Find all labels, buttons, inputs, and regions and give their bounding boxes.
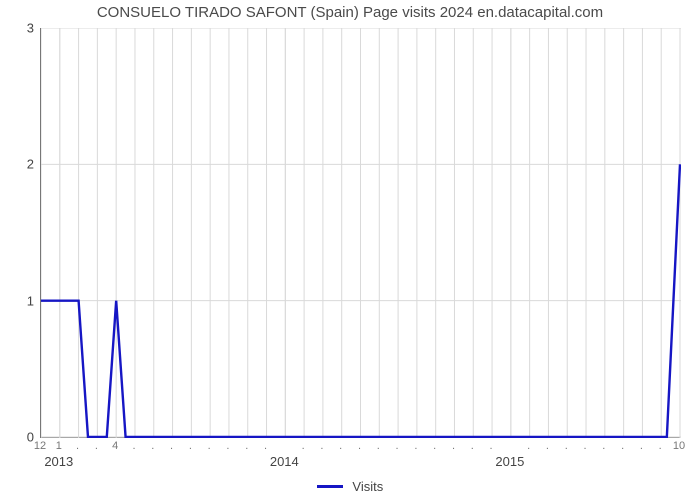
x-tick-minor-dot: . [151, 440, 154, 452]
x-tick-minor-dot: . [189, 440, 192, 452]
x-tick-minor-dot: . [320, 440, 323, 452]
x-tick-minor-dot: . [245, 440, 248, 452]
x-tick-minor-dot: . [76, 440, 79, 452]
x-tick-minor-dot: . [527, 440, 530, 452]
x-tick-minor-label: 4 [112, 440, 118, 452]
x-tick-minor-dot: . [471, 440, 474, 452]
legend-label: Visits [352, 479, 383, 494]
x-tick-minor-dot: . [226, 440, 229, 452]
x-tick-minor-dot: . [339, 440, 342, 452]
legend: Visits [0, 478, 700, 494]
x-tick-minor-dot: . [583, 440, 586, 452]
y-tick-label: 1 [27, 293, 34, 308]
x-tick-minor-dot: . [264, 440, 267, 452]
x-tick-minor-dot: . [358, 440, 361, 452]
x-tick-minor-dot: . [602, 440, 605, 452]
x-tick-minor-dot: . [621, 440, 624, 452]
x-tick-minor-dot: . [396, 440, 399, 452]
x-tick-minor-dot: . [452, 440, 455, 452]
y-tick-label: 2 [27, 157, 34, 172]
x-tick-major-label: 2015 [495, 454, 524, 469]
legend-swatch [317, 485, 343, 488]
x-tick-minor-dot: . [546, 440, 549, 452]
x-tick-minor-dot: . [95, 440, 98, 452]
y-tick-label: 3 [27, 21, 34, 36]
x-tick-minor-dot: . [208, 440, 211, 452]
x-tick-minor-dot: . [377, 440, 380, 452]
x-tick-minor-dot: . [132, 440, 135, 452]
chart-title: CONSUELO TIRADO SAFONT (Spain) Page visi… [0, 4, 700, 21]
x-tick-minor-dot: . [170, 440, 173, 452]
x-tick-major-label: 2014 [270, 454, 299, 469]
x-tick-minor-dot: . [414, 440, 417, 452]
x-tick-minor-label: 10 [673, 440, 685, 452]
x-tick-minor-dot: . [640, 440, 643, 452]
x-tick-major-label: 2013 [44, 454, 73, 469]
x-tick-minor-dot: . [302, 440, 305, 452]
x-tick-minor-label: 1 [56, 440, 62, 452]
x-tick-minor-dot: . [565, 440, 568, 452]
plot-area [40, 28, 680, 438]
x-tick-minor-dot: . [659, 440, 662, 452]
x-tick-minor-dot: . [490, 440, 493, 452]
x-tick-minor-label: 12 [34, 440, 46, 452]
x-tick-minor-dot: . [433, 440, 436, 452]
